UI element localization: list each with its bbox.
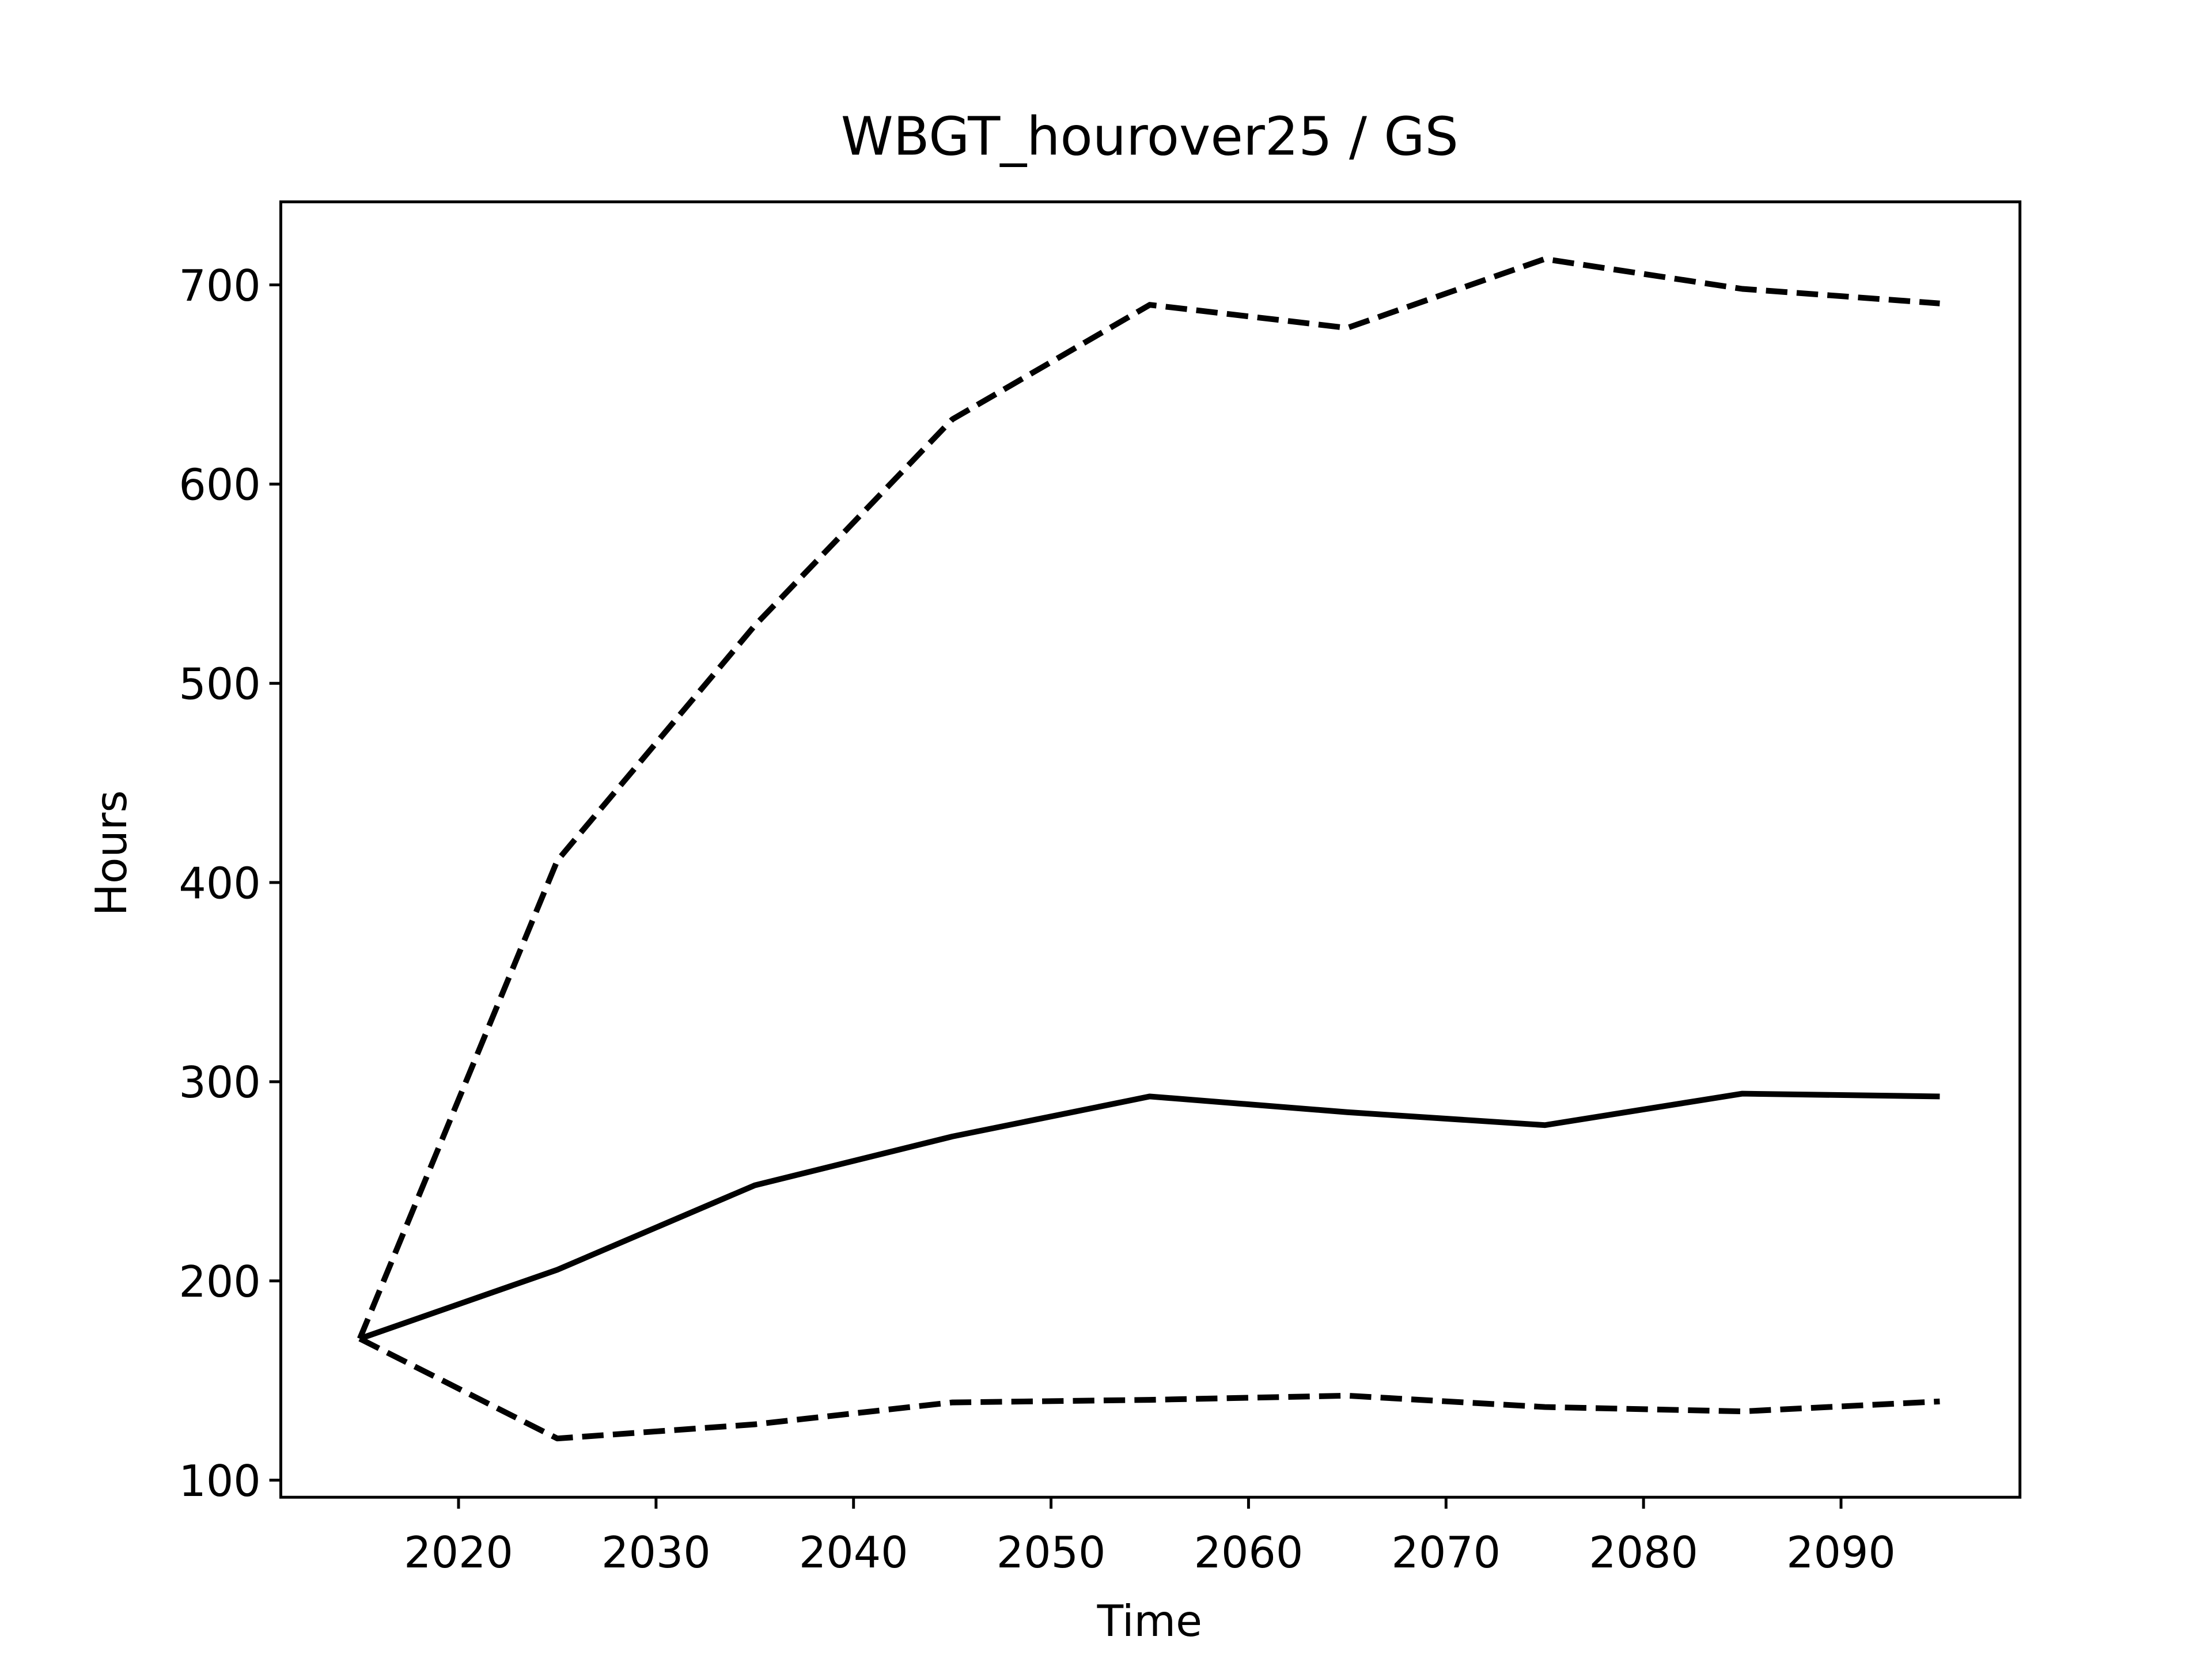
series-line (358, 1336, 1940, 1442)
y-axis-label: Hours (86, 790, 137, 916)
x-tick-label: 2060 (1194, 1528, 1304, 1578)
y-tick-label: 200 (179, 1257, 260, 1307)
y-tick-label: 500 (179, 660, 260, 710)
y-tick-label: 700 (179, 261, 260, 311)
x-tick-label: 2040 (799, 1528, 908, 1578)
x-tick-label: 2020 (404, 1528, 513, 1578)
x-axis-label: Time (1097, 1596, 1202, 1646)
series-line (357, 256, 1940, 1340)
y-tick-label: 600 (179, 460, 260, 510)
chart-title: WBGT_hourover25 / GS (841, 105, 1459, 167)
y-tick-label: 300 (179, 1058, 260, 1108)
x-tick-label: 2090 (1786, 1528, 1896, 1578)
x-tick-label: 2030 (601, 1528, 711, 1578)
x-tick-label: 2080 (1589, 1528, 1698, 1578)
series-line (358, 1090, 1940, 1342)
y-tick-label: 400 (179, 858, 260, 908)
y-tick-label: 100 (179, 1456, 260, 1506)
x-tick-label: 2050 (997, 1528, 1106, 1578)
plot-frame (279, 200, 2022, 1499)
x-tick-label: 2070 (1391, 1528, 1501, 1578)
